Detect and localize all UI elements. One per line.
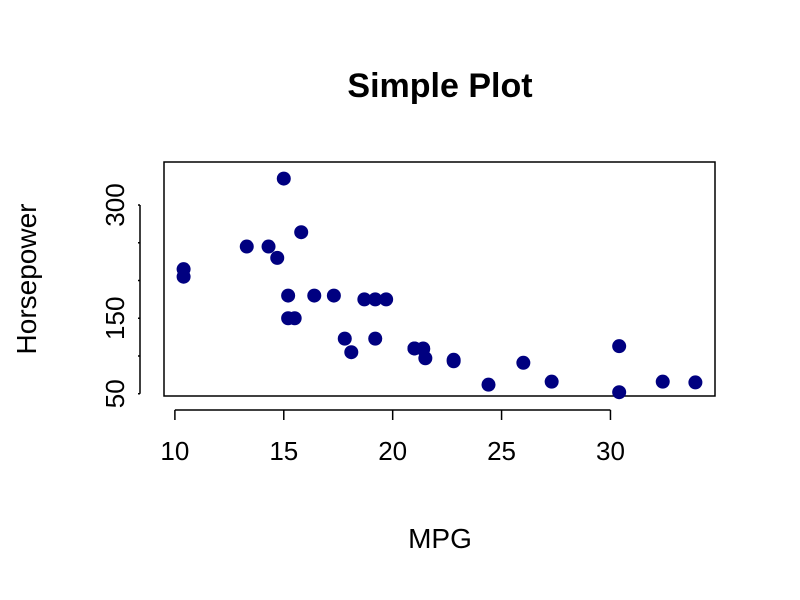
data-point <box>270 250 285 265</box>
data-point <box>337 331 352 346</box>
data-point <box>481 377 496 392</box>
data-point <box>294 225 309 240</box>
data-point <box>688 375 703 390</box>
data-point <box>612 385 627 400</box>
y-axis-label: Horsepower <box>11 204 42 355</box>
data-point <box>516 355 531 370</box>
x-tick-label: 15 <box>269 436 298 466</box>
data-point <box>276 171 291 186</box>
y-axis: 50 150 300 <box>100 183 141 408</box>
data-point <box>239 239 254 254</box>
data-point <box>281 311 296 326</box>
x-tick-label: 20 <box>378 436 407 466</box>
data-point <box>344 345 359 360</box>
x-tick-label: 10 <box>160 436 189 466</box>
data-point <box>307 288 322 303</box>
y-tick-label: 300 <box>100 183 130 226</box>
data-point <box>655 374 670 389</box>
data-point <box>261 239 276 254</box>
data-point <box>379 292 394 307</box>
chart-title: Simple Plot <box>347 67 532 105</box>
data-point <box>357 292 372 307</box>
data-point <box>368 331 383 346</box>
x-axis-label: MPG <box>408 523 472 554</box>
y-tick-label: 50 <box>100 379 130 408</box>
x-axis: 10 15 20 25 30 <box>160 409 625 466</box>
data-point <box>326 288 341 303</box>
y-tick-label: 150 <box>100 297 130 340</box>
data-point <box>368 292 383 307</box>
data-point <box>176 262 191 277</box>
x-tick-label: 25 <box>487 436 516 466</box>
data-points <box>176 171 703 400</box>
data-point <box>416 342 431 357</box>
data-point <box>612 339 627 354</box>
data-point <box>544 374 559 389</box>
data-point <box>281 288 296 303</box>
x-tick-label: 30 <box>596 436 625 466</box>
plot-frame <box>163 161 716 397</box>
data-point <box>446 352 461 367</box>
